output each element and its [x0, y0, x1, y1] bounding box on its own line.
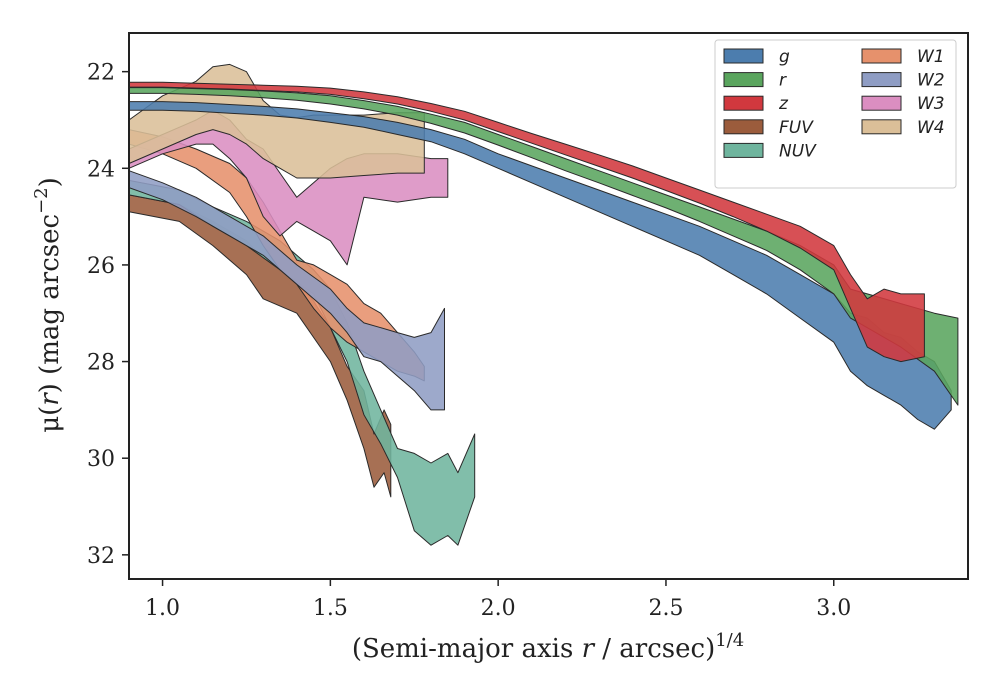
series-area-w2 [128, 170, 445, 411]
series-areas [128, 63, 959, 546]
y-tick-label: 30 [87, 447, 115, 472]
y-tick-label: 22 [87, 61, 115, 86]
legend-swatch-z [723, 95, 764, 111]
x-tick-label: 1.5 [313, 596, 348, 621]
y-tick-label: 32 [87, 544, 115, 569]
legend-swatch-w4 [861, 119, 902, 135]
legend-label-nuv: NUV [779, 141, 817, 161]
series-area-g [128, 101, 952, 430]
y-tick-label: 24 [87, 157, 115, 182]
legend-label-w2: W2 [917, 71, 945, 91]
legend-label-fuv: FUV [779, 118, 814, 138]
y-tick-label: 28 [87, 351, 115, 376]
legend-swatch-g [723, 48, 764, 64]
plot-frame [128, 32, 969, 580]
y-tick-label: 26 [87, 254, 115, 279]
series-area-z [128, 81, 925, 363]
x-axis: 1.0 1.5 2.0 2.5 3.0 [145, 579, 851, 621]
x-axis-label: (Semi-major axis r / arcsec)1/4 [352, 630, 744, 664]
x-tick-label: 2.0 [481, 596, 516, 621]
y-axis-label: μ(r) (mag arcsec−2) [31, 177, 65, 433]
legend-label-z: z [778, 94, 789, 114]
legend-swatch-w3 [861, 95, 902, 111]
legend-label-w4: W4 [917, 118, 945, 138]
legend-label-g: g [779, 47, 790, 67]
x-tick-label: 2.5 [648, 596, 683, 621]
legend-label-r: r [779, 71, 787, 91]
y-axis: 22 24 26 28 30 32 [87, 61, 129, 569]
legend-swatch-r [723, 72, 764, 88]
legend-swatch-w2 [861, 72, 902, 88]
x-tick-label: 1.0 [145, 596, 180, 621]
legend-label-w1: W1 [917, 47, 945, 67]
legend-swatch-fuv [723, 119, 764, 135]
legend-label-w3: W3 [917, 94, 945, 114]
legend-swatch-nuv [723, 142, 764, 158]
x-tick-label: 3.0 [816, 596, 851, 621]
series-area-r [128, 87, 959, 406]
legend: grz FUV NUV W1 W2 W3 W4 [714, 39, 957, 189]
legend-swatch-w1 [861, 48, 902, 64]
